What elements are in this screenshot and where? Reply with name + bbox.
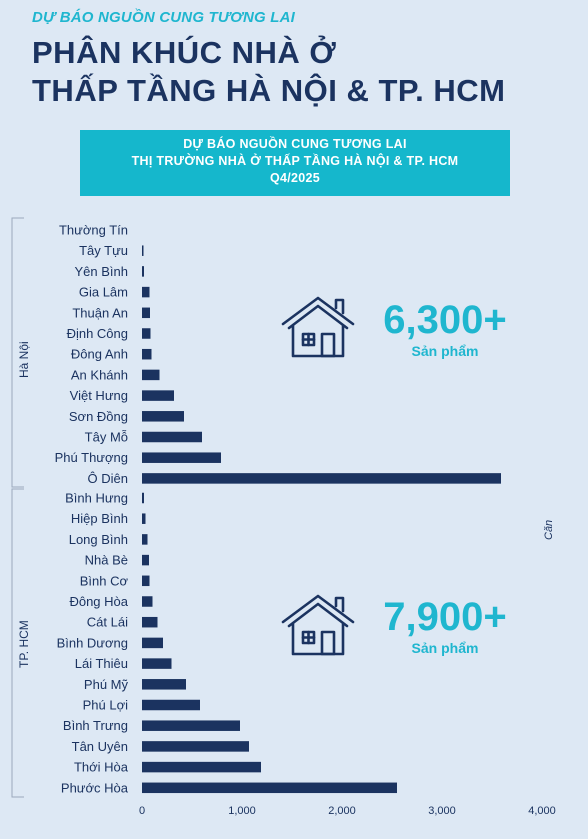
- title-line-1: PHÂN KHÚC NHÀ Ở: [32, 35, 337, 70]
- bar-lai-thieu: [142, 658, 172, 669]
- category-label-phuoc-hoa: Phước Hòa: [61, 780, 129, 795]
- bar-binh-duong: [142, 637, 163, 649]
- bar-thuan-an: [142, 307, 150, 319]
- category-label-dong-anh: Đông Anh: [71, 347, 128, 362]
- bar-binh-co: [142, 575, 150, 587]
- bar-son-dong: [142, 411, 184, 422]
- category-label-gia-lam: Gia Lâm: [79, 285, 128, 300]
- category-label-dong-hoa: Đông Hòa: [69, 594, 128, 609]
- bar-thoi-hoa: [142, 761, 261, 773]
- bar-phu-my: [142, 679, 186, 690]
- category-label-son-dong: Sơn Đồng: [69, 409, 128, 424]
- category-label-viet-hung: Việt Hưng: [70, 388, 128, 403]
- stat-hanoi-unit: Sản phẩm: [411, 343, 479, 359]
- stat-hanoi: 6,300+ Sản phẩm: [370, 298, 520, 360]
- category-label-tay-mo: Tây Mỗ: [85, 430, 128, 445]
- bar-tan-uyen: [142, 741, 249, 752]
- category-label-an-khanh: An Khánh: [71, 367, 128, 382]
- group-label-hanoi: Hà Nội: [17, 341, 31, 378]
- category-label-thoi-hoa: Thới Hòa: [74, 760, 129, 775]
- page-title: PHÂN KHÚC NHÀ Ở THẤP TẦNG HÀ NỘI & TP. H…: [32, 34, 505, 110]
- bar-cat-lai: [142, 616, 158, 628]
- bar-long-binh: [142, 534, 148, 545]
- bar-hiep-binh: [142, 513, 146, 524]
- category-label-hiep-binh: Hiệp Bình: [71, 511, 128, 526]
- bar-an-khanh: [142, 369, 160, 381]
- category-label-tay-tuu: Tây Tựu: [79, 243, 128, 258]
- bar-phu-thuong: [142, 452, 221, 463]
- axis-unit-label: Căn: [543, 519, 555, 540]
- category-label-binh-trung: Bình Trưng: [63, 718, 128, 733]
- bar-tay-mo: [142, 431, 202, 443]
- bar-phu-loi: [142, 699, 200, 711]
- x-tick-label: 4,000: [528, 805, 556, 817]
- house-icon: [281, 594, 355, 656]
- bar-o-dien: [142, 473, 501, 484]
- chart-banner: DỰ BÁO NGUỒN CUNG TƯƠNG LAI THỊ TRƯỜNG N…: [80, 130, 510, 196]
- x-tick-label: 1,000: [228, 805, 256, 817]
- banner-line-1: DỰ BÁO NGUỒN CUNG TƯƠNG LAI: [183, 137, 407, 151]
- category-label-thuan-an: Thuận An: [72, 305, 128, 320]
- category-label-binh-hung: Bình Hưng: [65, 491, 128, 506]
- bar-gia-lam: [142, 286, 150, 298]
- kicker-title: DỰ BÁO NGUỒN CUNG TƯƠNG LAI: [32, 9, 296, 26]
- bar-binh-trung: [142, 720, 240, 731]
- bar-tay-tuu: [142, 245, 144, 256]
- category-label-binh-duong: Bình Dương: [57, 635, 128, 650]
- bar-nha-be: [142, 554, 149, 566]
- category-label-thuong-tin: Thường Tín: [59, 223, 128, 238]
- category-label-phu-loi: Phú Lợi: [83, 698, 128, 713]
- stat-hcm-value: 7,900+: [383, 595, 507, 639]
- x-tick-label: 2,000: [328, 805, 356, 817]
- stat-hcm: 7,900+ Sản phẩm: [370, 595, 520, 657]
- x-tick-label: 3,000: [428, 805, 456, 817]
- stat-hanoi-value: 6,300+: [383, 298, 507, 342]
- group-bracket: [11, 217, 24, 488]
- category-label-phu-my: Phú Mỹ: [84, 677, 129, 692]
- bar-binh-hung: [142, 492, 144, 504]
- banner-line-3: Q4/2025: [269, 171, 321, 185]
- group-bracket: [11, 488, 24, 798]
- bar-viet-hung: [142, 390, 174, 401]
- x-tick-label: 0: [139, 805, 145, 817]
- bar-dong-anh: [142, 348, 152, 360]
- stat-hcm-unit: Sản phẩm: [411, 640, 479, 656]
- category-label-lai-thieu: Lái Thiêu: [75, 656, 128, 671]
- category-label-dinh-cong: Định Công: [67, 326, 128, 341]
- category-label-phu-thuong: Phú Thượng: [55, 450, 128, 465]
- title-line-2: THẤP TẦNG HÀ NỘI & TP. HCM: [32, 73, 506, 108]
- banner-line-2: THỊ TRƯỜNG NHÀ Ở THẤP TẦNG HÀ NỘI & TP. …: [131, 154, 459, 168]
- category-label-long-binh: Long Bình: [69, 532, 128, 547]
- bar-dong-hoa: [142, 596, 153, 607]
- group-label-hcm: TP. HCM: [17, 620, 31, 668]
- category-label-nha-be: Nhà Bè: [85, 553, 128, 568]
- category-label-cat-lai: Cát Lái: [87, 615, 128, 630]
- house-icon: [281, 296, 355, 358]
- category-label-binh-co: Bình Cơ: [80, 573, 129, 588]
- category-label-tan-uyen: Tân Uyên: [72, 739, 128, 754]
- bar-phuoc-hoa: [142, 782, 397, 794]
- category-label-yen-binh: Yên Bình: [75, 264, 129, 279]
- bar-dinh-cong: [142, 328, 151, 339]
- bar-yen-binh: [142, 266, 144, 277]
- category-label-o-dien: Ô Diên: [88, 471, 128, 486]
